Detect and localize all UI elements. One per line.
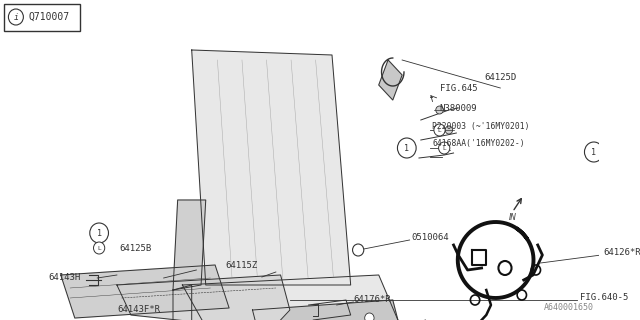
Text: L: L bbox=[442, 146, 446, 150]
Text: 64115Z: 64115Z bbox=[225, 260, 257, 269]
Text: Q710007: Q710007 bbox=[28, 12, 69, 22]
Polygon shape bbox=[192, 50, 351, 285]
Text: FIG.640-5: FIG.640-5 bbox=[580, 293, 628, 302]
Text: 64126*R: 64126*R bbox=[603, 247, 640, 257]
Circle shape bbox=[584, 142, 603, 162]
Text: 64176*R: 64176*R bbox=[353, 295, 391, 305]
Polygon shape bbox=[253, 300, 407, 320]
Polygon shape bbox=[182, 275, 402, 320]
Circle shape bbox=[436, 106, 444, 114]
Text: N380009: N380009 bbox=[440, 103, 477, 113]
Text: 64125B: 64125B bbox=[120, 244, 152, 252]
Polygon shape bbox=[173, 200, 205, 290]
Text: FIG.645: FIG.645 bbox=[440, 84, 477, 92]
Text: 64143H: 64143H bbox=[49, 274, 81, 283]
Text: i: i bbox=[13, 12, 19, 21]
Text: 1: 1 bbox=[97, 228, 102, 237]
Text: P220003 (~'16MY0201): P220003 (~'16MY0201) bbox=[432, 122, 529, 131]
FancyBboxPatch shape bbox=[4, 4, 81, 31]
Circle shape bbox=[93, 242, 105, 254]
Text: IN: IN bbox=[508, 213, 516, 222]
Text: 64143F*R: 64143F*R bbox=[117, 306, 160, 315]
Polygon shape bbox=[379, 60, 402, 100]
Circle shape bbox=[397, 138, 416, 158]
Text: 1: 1 bbox=[591, 148, 596, 156]
Circle shape bbox=[440, 146, 448, 154]
Circle shape bbox=[445, 126, 452, 134]
Text: 64125D: 64125D bbox=[484, 73, 516, 82]
Circle shape bbox=[434, 124, 445, 136]
Text: 1: 1 bbox=[404, 143, 410, 153]
Text: L: L bbox=[438, 127, 442, 132]
Circle shape bbox=[90, 223, 108, 243]
Text: 0510064: 0510064 bbox=[412, 233, 449, 242]
Polygon shape bbox=[117, 275, 290, 320]
Circle shape bbox=[438, 142, 450, 154]
Circle shape bbox=[365, 313, 374, 320]
Text: 64168AA('16MY0202-): 64168AA('16MY0202-) bbox=[432, 139, 525, 148]
Circle shape bbox=[353, 244, 364, 256]
Text: A640001650: A640001650 bbox=[544, 303, 594, 312]
Text: L: L bbox=[97, 245, 101, 251]
Polygon shape bbox=[173, 285, 192, 320]
Polygon shape bbox=[61, 265, 229, 318]
